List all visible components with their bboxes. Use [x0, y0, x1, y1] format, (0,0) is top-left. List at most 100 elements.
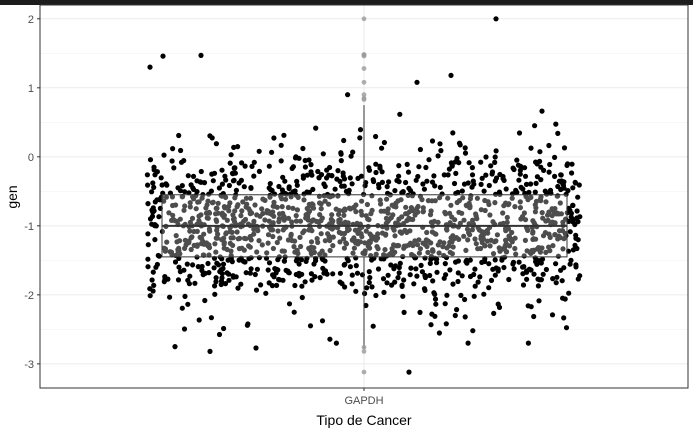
data-point [516, 177, 522, 183]
data-point [357, 127, 364, 133]
data-point [314, 236, 320, 242]
data-point [221, 239, 227, 246]
data-point [426, 157, 432, 163]
data-point [277, 235, 283, 241]
data-point [241, 259, 248, 265]
data-point [386, 179, 392, 185]
y-tick-label: -3 [24, 359, 34, 371]
data-point [408, 205, 414, 211]
outlier-point [361, 369, 367, 375]
data-point [552, 173, 558, 179]
data-point [428, 322, 434, 328]
data-point [416, 250, 422, 256]
data-point [512, 235, 518, 241]
data-point [396, 264, 402, 271]
data-point [554, 210, 560, 216]
data-point [187, 204, 193, 210]
data-point [461, 181, 468, 187]
data-point [342, 206, 348, 212]
data-point [465, 340, 471, 346]
data-point [167, 294, 173, 300]
data-point [522, 165, 528, 171]
data-point [280, 174, 286, 180]
data-point [339, 281, 345, 287]
data-point [555, 253, 562, 259]
data-point [178, 147, 184, 154]
data-point [176, 248, 182, 254]
data-point [347, 175, 353, 181]
x-axis: GAPDH [344, 388, 384, 407]
data-point [520, 282, 527, 288]
data-point [533, 180, 539, 186]
data-point [537, 196, 544, 202]
data-point [560, 246, 566, 252]
data-point [479, 259, 485, 265]
data-point [341, 212, 347, 218]
data-point [349, 181, 355, 187]
data-point [488, 163, 494, 169]
data-point [559, 278, 565, 284]
data-point [492, 257, 498, 263]
data-point [199, 263, 205, 270]
data-point [207, 348, 213, 354]
data-point [430, 278, 436, 284]
data-point [186, 190, 192, 196]
data-point [251, 159, 257, 165]
data-point [488, 277, 495, 283]
data-point [575, 237, 581, 243]
data-point [481, 188, 487, 194]
data-point [256, 148, 262, 154]
data-point [503, 249, 509, 255]
data-point [366, 279, 372, 286]
data-point [532, 123, 538, 129]
data-point [302, 157, 308, 164]
data-point [144, 172, 150, 178]
data-point [266, 163, 272, 169]
data-point [329, 220, 335, 226]
data-point [181, 158, 187, 164]
data-point [492, 178, 498, 184]
data-point [432, 291, 438, 297]
data-point [206, 242, 212, 248]
data-point [340, 170, 346, 176]
data-point [228, 256, 234, 262]
data-point [324, 167, 330, 173]
data-point [234, 204, 240, 210]
data-point [481, 291, 487, 297]
data-point [164, 182, 170, 188]
data-point [531, 220, 537, 226]
data-point [288, 194, 294, 200]
data-point [276, 183, 282, 190]
data-point [230, 216, 237, 222]
data-point [198, 168, 204, 175]
data-point [248, 185, 254, 191]
data-point [447, 267, 453, 273]
data-point [248, 195, 254, 201]
x-axis-title: Tipo de Cancer [316, 412, 412, 428]
data-point [367, 245, 373, 251]
data-point [381, 139, 387, 146]
data-point [469, 172, 476, 178]
data-point [499, 257, 505, 263]
data-point [167, 249, 173, 255]
data-point [538, 260, 544, 266]
data-point [457, 142, 463, 148]
data-point [315, 168, 321, 175]
data-point [311, 245, 317, 251]
data-point [181, 267, 187, 273]
data-point [425, 238, 431, 244]
data-point [309, 277, 315, 283]
data-point [429, 138, 436, 144]
data-point [378, 256, 384, 262]
data-point [307, 323, 314, 329]
data-point [355, 175, 361, 181]
data-point [515, 162, 522, 168]
data-point [236, 180, 242, 186]
data-point [180, 194, 186, 200]
data-point [577, 273, 583, 279]
data-point [213, 235, 219, 241]
data-point [555, 130, 561, 136]
data-point [194, 178, 200, 184]
data-point [152, 172, 158, 178]
